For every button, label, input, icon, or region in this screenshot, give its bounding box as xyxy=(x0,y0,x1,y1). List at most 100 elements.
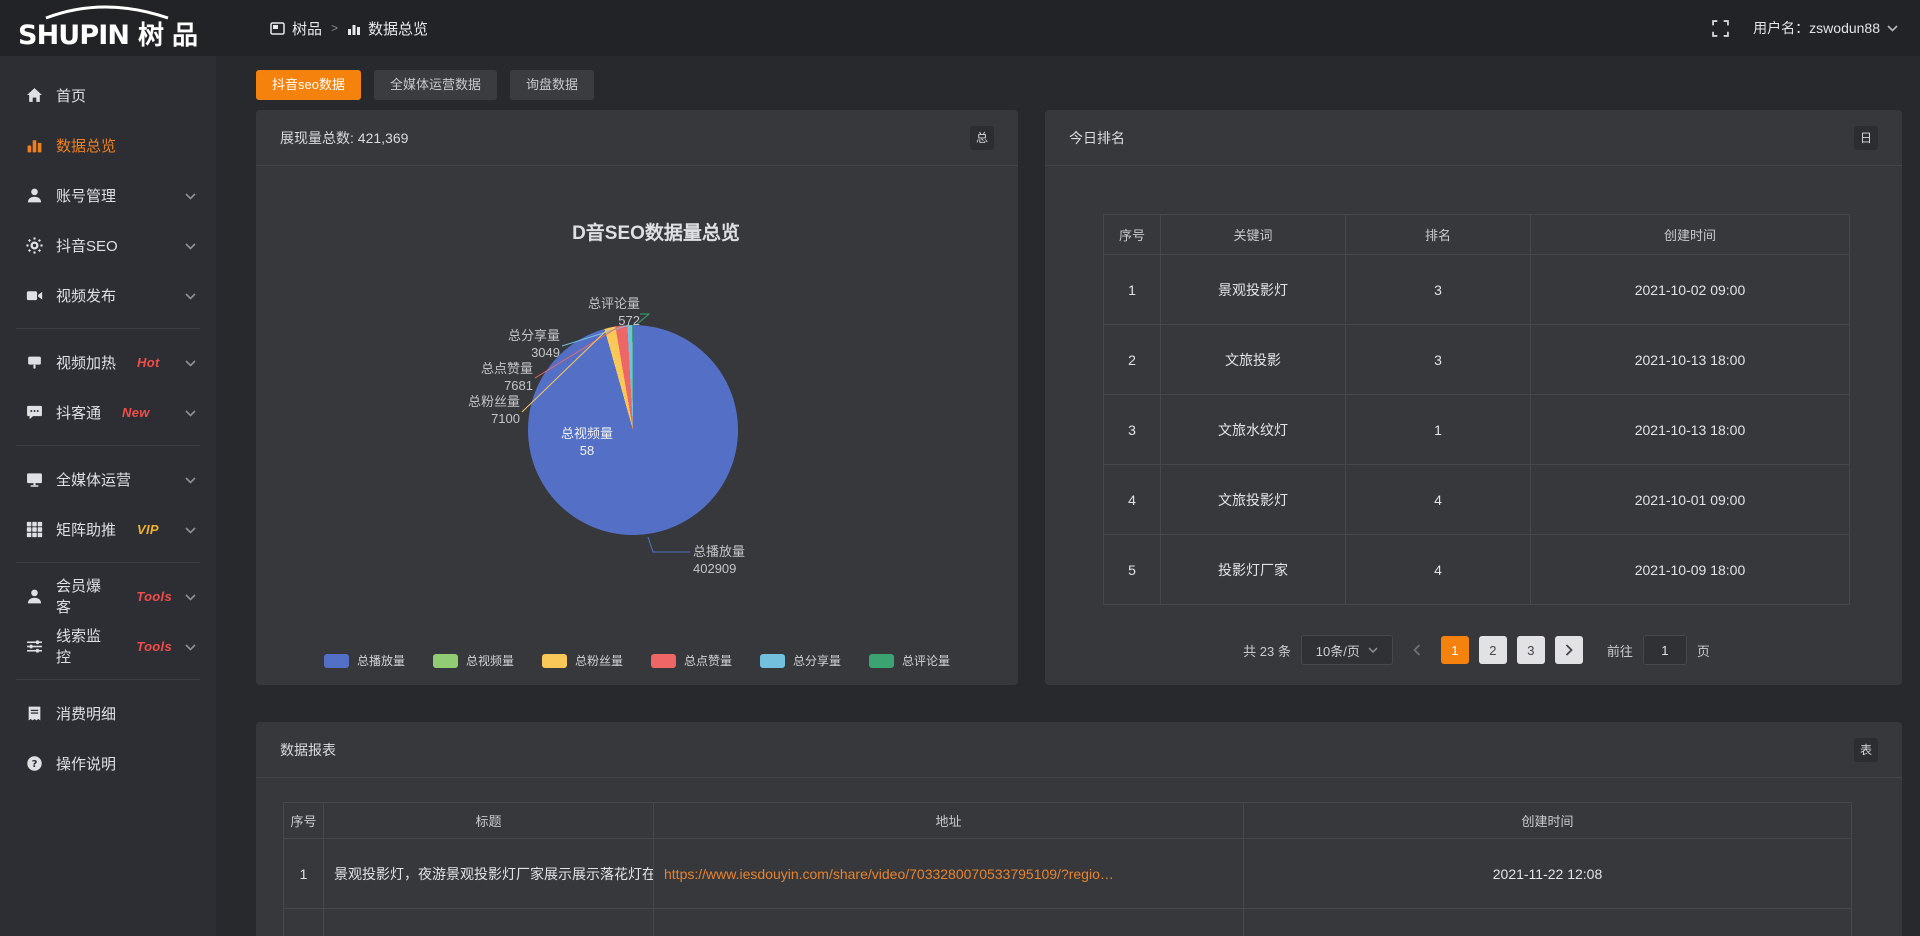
table-row: 2 文旅投影 3 2021-10-13 18:00 xyxy=(1103,324,1850,395)
table-row: 1 景观投影灯，夜游景观投影灯厂家展示展示落花灯在花园里的灯光投影应用效果 # … xyxy=(283,838,1852,909)
next-page-button[interactable] xyxy=(1554,636,1583,664)
sidebar-item-lead-monitor[interactable]: 线索监控 Tools xyxy=(0,621,216,671)
tab-media-ops-data[interactable]: 全媒体运营数据 xyxy=(373,70,497,100)
sidebar-item-member-tools[interactable]: 会员爆客 Tools xyxy=(0,571,216,621)
sidebar-item-help[interactable]: ? 操作说明 xyxy=(0,738,216,788)
tools-badge: Tools xyxy=(136,588,172,604)
prev-page-button[interactable] xyxy=(1403,636,1431,664)
page-button-2[interactable]: 2 xyxy=(1478,636,1507,664)
table-row: 1 景观投影灯 3 2021-10-02 09:00 xyxy=(1103,254,1850,325)
top-header: SHUPIN 树品 树品 > 数据总览 xyxy=(0,0,1920,56)
table-cell: 2021-11-22 12:08 xyxy=(1243,838,1852,909)
sidebar-item-douyin-seo[interactable]: 抖音SEO xyxy=(0,220,216,270)
legend-item-videos[interactable]: 总视频量 xyxy=(432,652,514,669)
sidebar-item-video-heat[interactable]: 视频加热 Hot xyxy=(0,337,216,387)
sidebar-item-label: 数据总览 xyxy=(56,137,117,155)
video-link[interactable]: https://www.iesdouyin.com/share/video/70… xyxy=(664,865,1114,882)
heat-tool-icon xyxy=(28,356,41,369)
sidebar-item-data-overview[interactable]: 数据总览 xyxy=(0,120,216,170)
table-cell: https://www.iesdouyin.com/share/video/70… xyxy=(653,838,1244,909)
callout-videos: 总视频量 58 xyxy=(560,426,613,458)
sidebar-item-label: 会员爆客 xyxy=(56,578,102,616)
page-button-1[interactable]: 1 xyxy=(1440,636,1469,664)
receipt-icon xyxy=(28,706,41,720)
table-cell: 文旅投影灯 xyxy=(1160,464,1346,535)
chart-icon xyxy=(27,139,42,152)
chevron-right-icon xyxy=(1565,644,1573,656)
sidebar-item-home[interactable]: 首页 xyxy=(0,70,216,120)
breadcrumb-root[interactable]: 树品 xyxy=(270,18,322,39)
logo-graphic: SHUPIN 树品 xyxy=(18,5,198,51)
table-cell: 文旅水纹灯 xyxy=(1160,394,1346,465)
sidebar-item-accounts[interactable]: 账号管理 xyxy=(0,170,216,220)
seo-overview-card: 展现量总数: 421,369 总 D音SEO数据量总览 总评论量 572 xyxy=(256,110,1018,685)
new-badge: New xyxy=(122,404,150,420)
user-menu[interactable]: 用户名：zswodun88 xyxy=(1753,18,1898,38)
legend-item-shares[interactable]: 总分享量 xyxy=(760,652,841,669)
sidebar-item-matrix-boost[interactable]: 矩阵助推 VIP xyxy=(0,504,216,554)
sidebar: 首页 数据总览 账号管理 xyxy=(0,56,216,936)
header-right: 用户名：zswodun88 xyxy=(1712,18,1920,38)
page-suffix-label: 页 xyxy=(1696,643,1710,659)
sidebar-item-spending-detail[interactable]: 消费明细 xyxy=(0,688,216,738)
table-header-cell: 地址 xyxy=(653,802,1244,839)
sidebar-item-label: 抖音SEO xyxy=(56,237,118,255)
table-cell xyxy=(1243,908,1852,936)
question-circle-icon: ? xyxy=(27,755,42,771)
svg-text:树品: 树品 xyxy=(138,21,198,51)
legend-item-likes[interactable]: 总点赞量 xyxy=(651,652,732,669)
breadcrumb-root-label: 树品 xyxy=(292,20,323,38)
breadcrumb-current-label: 数据总览 xyxy=(368,20,429,38)
pie-chart-area: D音SEO数据量总览 总评论量 572 总分享量 3049 xyxy=(256,166,1018,685)
pagination: 共 23 条 10条/页 1 2 3 xyxy=(1103,635,1850,665)
goto-page-input[interactable] xyxy=(1642,635,1687,665)
legend-item-fans[interactable]: 总粉丝量 xyxy=(541,652,623,669)
breadcrumb-current[interactable]: 数据总览 xyxy=(347,18,428,39)
vip-badge: VIP xyxy=(137,521,159,537)
sidebar-item-label: 操作说明 xyxy=(56,755,117,773)
sidebar-divider xyxy=(16,562,200,563)
table-cell: 2 xyxy=(1103,324,1161,395)
chevron-down-icon xyxy=(185,638,196,655)
sidebar-item-douketong[interactable]: 抖客通 New xyxy=(0,387,216,437)
sidebar-item-video-publish[interactable]: 视频发布 xyxy=(0,270,216,320)
page-size-select[interactable]: 10条/页 xyxy=(1300,635,1393,665)
breadcrumb: 树品 > 数据总览 xyxy=(270,18,428,39)
home-icon xyxy=(27,87,42,102)
app-logo[interactable]: SHUPIN 树品 xyxy=(0,5,216,51)
fullscreen-icon xyxy=(1712,19,1730,37)
impressions-total-label: 展现量总数: 421,369 xyxy=(280,129,409,146)
chevron-down-icon xyxy=(1368,647,1378,653)
sidebar-item-label: 消费明细 xyxy=(56,705,117,723)
table-view-badge[interactable]: 表 xyxy=(1854,737,1878,762)
tab-douyin-seo-data[interactable]: 抖音seo数据 xyxy=(256,70,361,100)
svg-text:SHUPIN: SHUPIN xyxy=(18,20,130,51)
day-view-badge[interactable]: 日 xyxy=(1854,125,1878,150)
page-button-3[interactable]: 3 xyxy=(1516,636,1545,664)
callout-plays: 总播放量 402909 xyxy=(693,544,746,576)
table-row: 5 投影灯厂家 4 2021-10-09 18:00 xyxy=(1103,534,1850,605)
table-header-cell: 排名 xyxy=(1345,214,1531,255)
total-view-badge[interactable]: 总 xyxy=(970,125,994,150)
table-cell: 5 xyxy=(1103,534,1161,605)
table-cell: 投影灯厂家 xyxy=(1160,534,1346,605)
legend-item-plays[interactable]: 总播放量 xyxy=(323,652,405,669)
callout-comments: 总评论量 572 xyxy=(587,296,640,328)
fullscreen-button[interactable] xyxy=(1712,19,1730,37)
sidebar-item-media-ops[interactable]: 全媒体运营 xyxy=(0,454,216,504)
sidebar-divider xyxy=(16,328,200,329)
tab-inquiry-data[interactable]: 询盘数据 xyxy=(509,70,594,100)
goto-label: 前往 xyxy=(1606,643,1633,659)
table-header-cell: 序号 xyxy=(283,802,324,839)
tools-badge: Tools xyxy=(136,638,172,654)
legend-swatch xyxy=(323,653,349,668)
legend-swatch xyxy=(432,653,458,668)
table-cell: 文旅投影 xyxy=(1160,324,1346,395)
chart-legend: 总播放量 总视频量 总粉丝量 总点赞量 xyxy=(256,652,1018,669)
table-row xyxy=(283,908,1852,936)
sidebar-item-label: 账号管理 xyxy=(56,187,117,205)
table-cell: 1 xyxy=(1345,394,1531,465)
legend-item-comments[interactable]: 总评论量 xyxy=(869,652,950,669)
report-card-title: 数据报表 xyxy=(280,741,336,758)
bar-chart-icon xyxy=(348,24,361,35)
